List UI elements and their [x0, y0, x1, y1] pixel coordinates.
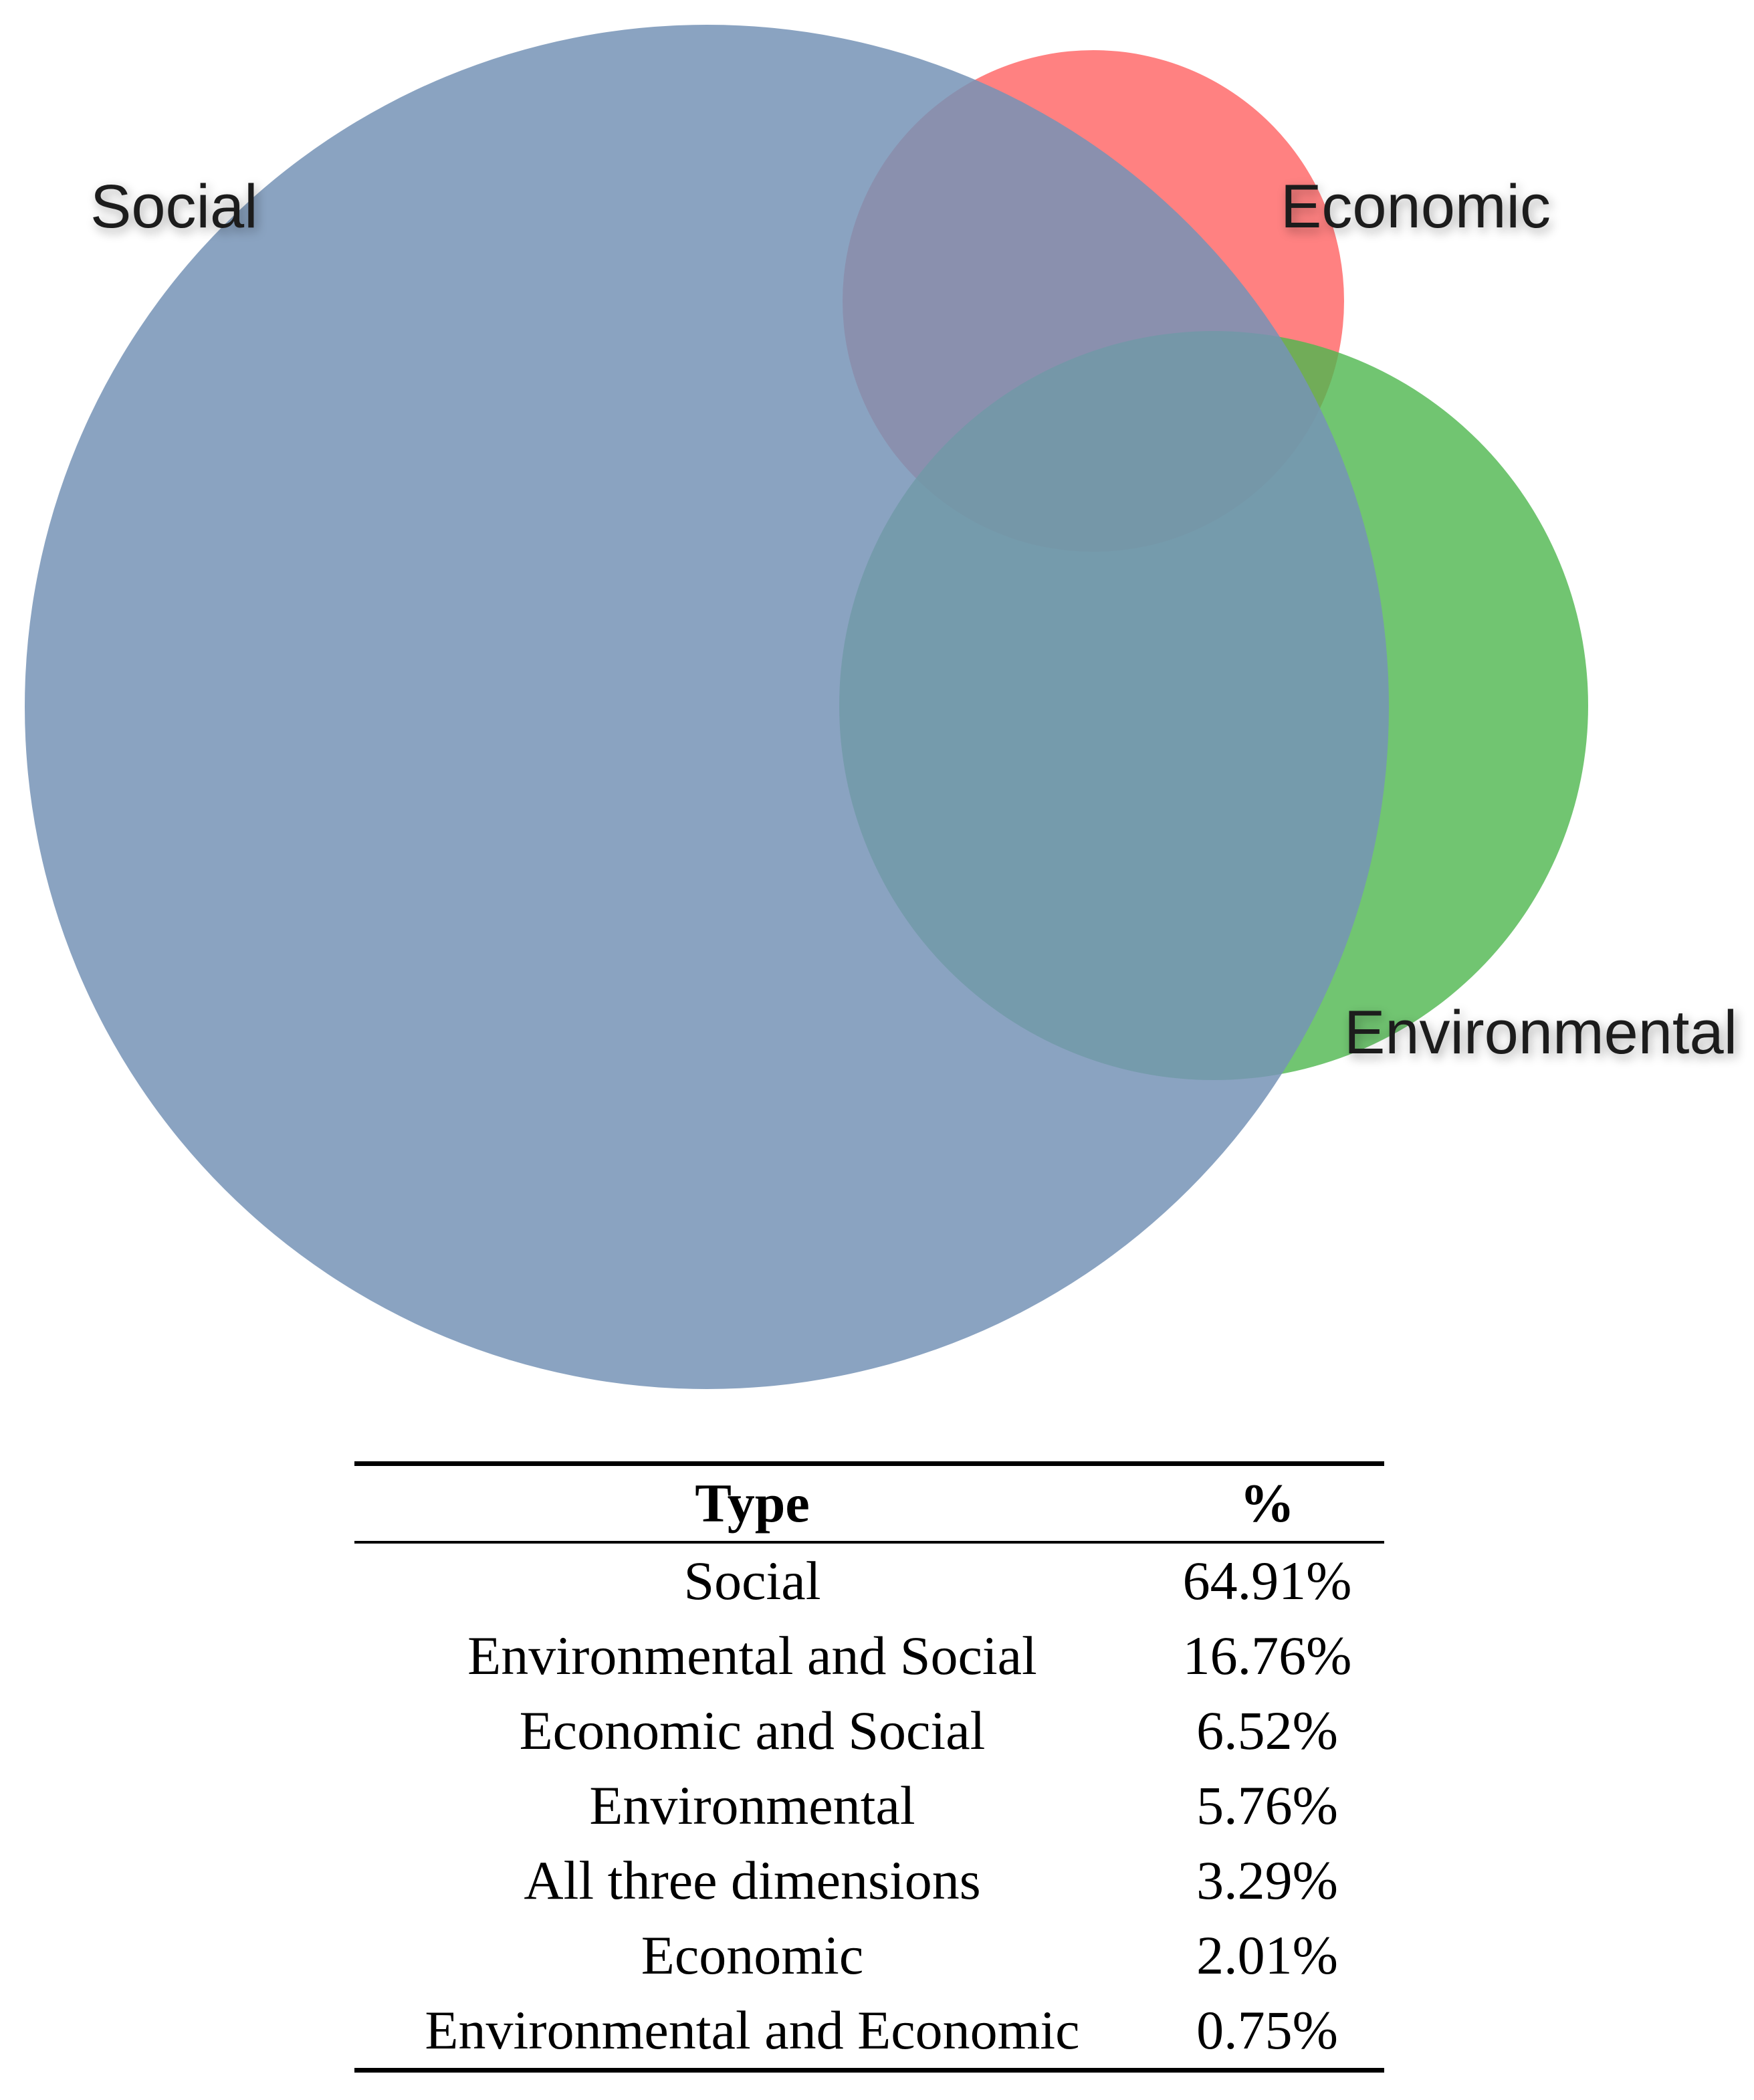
row-type: All three dimensions — [524, 1850, 981, 1911]
distribution-table-container: Type % Social 64.91% Environmental and S… — [354, 1461, 1384, 2073]
table-row: All three dimensions 3.29% — [354, 1843, 1384, 1918]
row-type: Environmental and Economic — [425, 2000, 1080, 2061]
table-row: Economic 2.01% — [354, 1918, 1384, 1993]
venn-label-economic: Economic — [1281, 173, 1551, 241]
table-header-rule — [354, 1541, 1384, 1544]
venn-circle-social — [25, 25, 1389, 1389]
row-percent: 0.75% — [1196, 2000, 1338, 2061]
table-header-row: Type % — [354, 1466, 1384, 1541]
row-percent: 3.29% — [1196, 1850, 1338, 1911]
row-percent: 16.76% — [1182, 1625, 1352, 1686]
table-row: Economic and Social 6.52% — [354, 1693, 1384, 1768]
header-percent: % — [1240, 1473, 1295, 1534]
distribution-table: Type % Social 64.91% Environmental and S… — [354, 1466, 1384, 2068]
table-row: Environmental and Social 16.76% — [354, 1618, 1384, 1693]
venn-label-environmental: Environmental — [1344, 999, 1737, 1067]
table-row: Social 64.91% — [354, 1544, 1384, 1618]
row-type: Social — [683, 1550, 821, 1611]
table-row: Environmental 5.76% — [354, 1768, 1384, 1843]
row-percent: 5.76% — [1196, 1775, 1338, 1836]
table-row: Environmental and Economic 0.75% — [354, 1993, 1384, 2068]
table-top-rule — [354, 1461, 1384, 1466]
venn-label-social: Social — [90, 173, 258, 241]
header-type: Type — [695, 1473, 810, 1534]
row-percent: 64.91% — [1182, 1550, 1352, 1611]
row-type: Environmental — [589, 1775, 915, 1836]
row-type: Economic and Social — [519, 1700, 986, 1761]
venn-diagram: Social Economic Environmental — [25, 25, 1737, 1389]
row-percent: 2.01% — [1196, 1925, 1338, 1986]
row-percent: 6.52% — [1196, 1700, 1338, 1761]
row-type: Environmental and Social — [467, 1625, 1037, 1686]
row-type: Economic — [641, 1925, 864, 1986]
table-bottom-rule — [354, 2068, 1384, 2073]
